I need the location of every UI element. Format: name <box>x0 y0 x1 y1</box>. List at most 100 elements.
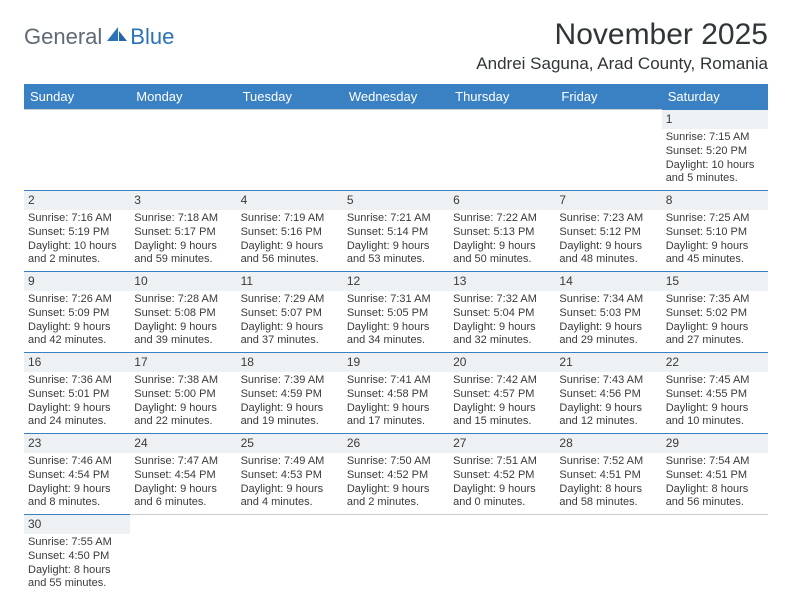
logo-sail-icon <box>106 26 128 49</box>
sunset-text: Sunset: 4:53 PM <box>241 469 339 483</box>
day-number-cell: 18 <box>237 353 343 373</box>
daylight-text: and 12 minutes. <box>559 415 657 429</box>
daynum-row: 30 <box>24 515 768 535</box>
daylight-text: Daylight: 10 hours <box>666 159 764 173</box>
weekday-header-row: Sunday Monday Tuesday Wednesday Thursday… <box>24 84 768 110</box>
day-info-cell: Sunrise: 7:39 AMSunset: 4:59 PMDaylight:… <box>237 372 343 434</box>
day-number-cell: 7 <box>555 191 661 211</box>
day-number-cell: 30 <box>24 515 130 535</box>
day-info-cell <box>24 129 130 191</box>
sunset-text: Sunset: 5:19 PM <box>28 226 126 240</box>
day-info-cell: Sunrise: 7:50 AMSunset: 4:52 PMDaylight:… <box>343 453 449 515</box>
daynum-row: 2345678 <box>24 191 768 211</box>
day-info-cell: Sunrise: 7:15 AMSunset: 5:20 PMDaylight:… <box>662 129 768 191</box>
sunrise-text: Sunrise: 7:52 AM <box>559 455 657 469</box>
daylight-text: and 32 minutes. <box>453 334 551 348</box>
sunset-text: Sunset: 4:56 PM <box>559 388 657 402</box>
sunset-text: Sunset: 5:08 PM <box>134 307 232 321</box>
day-info-cell: Sunrise: 7:55 AMSunset: 4:50 PMDaylight:… <box>24 534 130 595</box>
day-number-cell: 5 <box>343 191 449 211</box>
daylight-text: Daylight: 9 hours <box>241 402 339 416</box>
day-info-cell: Sunrise: 7:16 AMSunset: 5:19 PMDaylight:… <box>24 210 130 272</box>
weekday-header: Sunday <box>24 84 130 110</box>
sunset-text: Sunset: 5:05 PM <box>347 307 445 321</box>
sunrise-text: Sunrise: 7:35 AM <box>666 293 764 307</box>
sunrise-text: Sunrise: 7:50 AM <box>347 455 445 469</box>
daylight-text: Daylight: 9 hours <box>453 483 551 497</box>
day-info-cell: Sunrise: 7:45 AMSunset: 4:55 PMDaylight:… <box>662 372 768 434</box>
daylight-text: and 10 minutes. <box>666 415 764 429</box>
logo: General Blue <box>24 24 174 50</box>
day-info-cell <box>237 534 343 595</box>
day-number-cell <box>449 515 555 535</box>
day-number-cell: 12 <box>343 272 449 292</box>
daylight-text: and 39 minutes. <box>134 334 232 348</box>
sunset-text: Sunset: 5:14 PM <box>347 226 445 240</box>
daylight-text: and 5 minutes. <box>666 172 764 186</box>
day-info-cell: Sunrise: 7:29 AMSunset: 5:07 PMDaylight:… <box>237 291 343 353</box>
sunrise-text: Sunrise: 7:21 AM <box>347 212 445 226</box>
daylight-text: Daylight: 9 hours <box>241 483 339 497</box>
day-number-cell: 27 <box>449 434 555 454</box>
sunset-text: Sunset: 5:03 PM <box>559 307 657 321</box>
daylight-text: and 4 minutes. <box>241 496 339 510</box>
day-info-cell: Sunrise: 7:38 AMSunset: 5:00 PMDaylight:… <box>130 372 236 434</box>
day-info-cell: Sunrise: 7:51 AMSunset: 4:52 PMDaylight:… <box>449 453 555 515</box>
daylight-text: and 8 minutes. <box>28 496 126 510</box>
calendar-body: 1 Sunrise: 7:15 AMSunset: 5:20 PMDayligh… <box>24 110 768 596</box>
day-info-cell <box>343 129 449 191</box>
daylight-text: Daylight: 9 hours <box>241 321 339 335</box>
sunrise-text: Sunrise: 7:43 AM <box>559 374 657 388</box>
day-number-cell <box>343 110 449 130</box>
day-number-cell: 4 <box>237 191 343 211</box>
daylight-text: and 34 minutes. <box>347 334 445 348</box>
daylight-text: Daylight: 8 hours <box>666 483 764 497</box>
day-info-cell: Sunrise: 7:21 AMSunset: 5:14 PMDaylight:… <box>343 210 449 272</box>
sunrise-text: Sunrise: 7:34 AM <box>559 293 657 307</box>
day-number-cell <box>130 515 236 535</box>
sunrise-text: Sunrise: 7:32 AM <box>453 293 551 307</box>
daylight-text: and 29 minutes. <box>559 334 657 348</box>
sunset-text: Sunset: 4:51 PM <box>559 469 657 483</box>
sunset-text: Sunset: 4:57 PM <box>453 388 551 402</box>
daylight-text: and 58 minutes. <box>559 496 657 510</box>
daylight-text: Daylight: 9 hours <box>28 483 126 497</box>
daylight-text: Daylight: 9 hours <box>347 483 445 497</box>
sunrise-text: Sunrise: 7:31 AM <box>347 293 445 307</box>
day-info-cell <box>237 129 343 191</box>
day-number-cell <box>449 110 555 130</box>
sunset-text: Sunset: 4:54 PM <box>134 469 232 483</box>
daylight-text: and 15 minutes. <box>453 415 551 429</box>
daylight-text: and 24 minutes. <box>28 415 126 429</box>
day-number-cell: 9 <box>24 272 130 292</box>
day-info-cell <box>343 534 449 595</box>
day-info-cell: Sunrise: 7:49 AMSunset: 4:53 PMDaylight:… <box>237 453 343 515</box>
sunrise-text: Sunrise: 7:42 AM <box>453 374 551 388</box>
day-number-cell: 10 <box>130 272 236 292</box>
daylight-text: and 56 minutes. <box>241 253 339 267</box>
daylight-text: and 37 minutes. <box>241 334 339 348</box>
day-number-cell: 16 <box>24 353 130 373</box>
day-info-cell: Sunrise: 7:19 AMSunset: 5:16 PMDaylight:… <box>237 210 343 272</box>
sunrise-text: Sunrise: 7:16 AM <box>28 212 126 226</box>
daylight-text: Daylight: 8 hours <box>28 564 126 578</box>
daylight-text: and 53 minutes. <box>347 253 445 267</box>
daynum-row: 23242526272829 <box>24 434 768 454</box>
day-number-cell: 8 <box>662 191 768 211</box>
daylight-text: Daylight: 9 hours <box>28 321 126 335</box>
weekday-header: Thursday <box>449 84 555 110</box>
sunset-text: Sunset: 4:50 PM <box>28 550 126 564</box>
info-row: Sunrise: 7:46 AMSunset: 4:54 PMDaylight:… <box>24 453 768 515</box>
day-number-cell: 2 <box>24 191 130 211</box>
sunset-text: Sunset: 5:20 PM <box>666 145 764 159</box>
day-info-cell: Sunrise: 7:32 AMSunset: 5:04 PMDaylight:… <box>449 291 555 353</box>
daynum-row: 9101112131415 <box>24 272 768 292</box>
day-info-cell: Sunrise: 7:25 AMSunset: 5:10 PMDaylight:… <box>662 210 768 272</box>
daylight-text: Daylight: 8 hours <box>559 483 657 497</box>
sunset-text: Sunset: 5:10 PM <box>666 226 764 240</box>
logo-text-2: Blue <box>130 24 174 50</box>
sunset-text: Sunset: 5:07 PM <box>241 307 339 321</box>
day-info-cell: Sunrise: 7:43 AMSunset: 4:56 PMDaylight:… <box>555 372 661 434</box>
daylight-text: Daylight: 9 hours <box>347 402 445 416</box>
sunrise-text: Sunrise: 7:54 AM <box>666 455 764 469</box>
